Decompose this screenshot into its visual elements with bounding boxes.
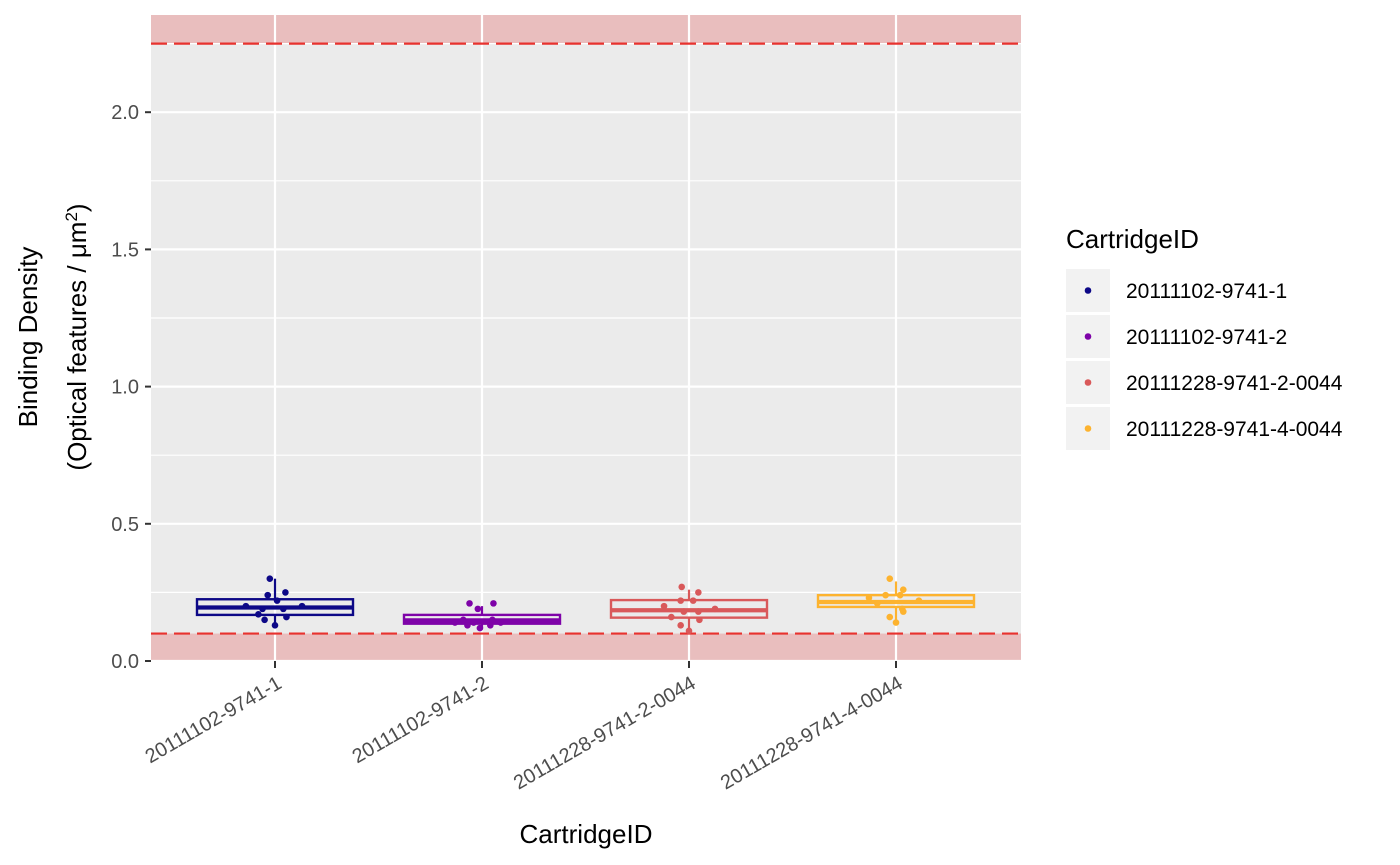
x-tick-label: 20111102-9741-1 <box>142 672 286 768</box>
x-axis: 20111102-9741-1 20111102-9741-2 20111228-9… <box>142 661 907 794</box>
plot-panel <box>151 15 1021 663</box>
data-point <box>476 624 484 632</box>
data-point <box>882 591 889 599</box>
x-tick-label: 20111228-9741-4-0044 <box>717 672 906 794</box>
legend-label: 20111228-9741-2-0044 <box>1126 372 1343 395</box>
data-point <box>873 600 881 607</box>
box-group <box>402 600 562 632</box>
data-point <box>255 611 262 618</box>
panel-background <box>151 15 1021 661</box>
y-axis-title-suffix: ) <box>62 203 92 212</box>
data-point <box>280 605 287 613</box>
y-tick-label: 1.0 <box>111 377 139 399</box>
data-point <box>497 619 505 626</box>
y-tick-label: 2.0 <box>111 102 139 124</box>
legend-label: 20111102-9741-1 <box>1126 280 1287 303</box>
box-group <box>816 575 976 626</box>
data-point <box>680 608 688 615</box>
data-point <box>685 627 693 635</box>
data-point <box>677 622 684 629</box>
box-group <box>609 583 769 635</box>
legend-swatch <box>1084 379 1092 386</box>
data-point <box>259 605 266 613</box>
legend-swatch <box>1084 333 1092 340</box>
data-point <box>660 602 668 610</box>
data-point <box>271 622 279 629</box>
y-axis-title-units: (Optical features / μm2) <box>62 203 92 470</box>
data-point <box>264 591 272 599</box>
legend-swatch <box>1084 287 1092 294</box>
data-point <box>865 594 873 602</box>
data-point <box>668 613 675 621</box>
data-point <box>677 597 684 604</box>
box-group <box>195 575 355 629</box>
data-point <box>695 589 702 596</box>
data-point <box>678 583 686 591</box>
data-point <box>489 616 496 624</box>
data-point <box>466 600 473 607</box>
y-tick-label: 0.5 <box>111 514 139 536</box>
data-point <box>695 608 702 615</box>
y-tick-label: 0.0 <box>111 651 139 673</box>
data-point <box>689 597 697 604</box>
legend-swatch <box>1084 425 1092 432</box>
data-point <box>451 619 459 626</box>
upper-threshold-band <box>151 15 1021 44</box>
legend: CartridgeID 20111102-9741-1 20111102-9741… <box>1066 224 1343 450</box>
y-tick-label: 1.5 <box>111 239 139 261</box>
data-point <box>266 575 274 582</box>
data-point <box>899 608 907 615</box>
data-point <box>886 613 894 621</box>
legend-label: 20111228-9741-4-0044 <box>1126 418 1343 441</box>
data-point <box>261 616 268 624</box>
y-axis: 0.0 0.5 1.0 1.5 2.0 <box>111 102 151 673</box>
y-axis-title: Binding Density <box>13 247 43 428</box>
data-point <box>298 602 306 610</box>
data-point <box>474 605 482 613</box>
data-point <box>283 613 290 621</box>
data-point <box>711 605 719 613</box>
data-point <box>242 602 250 610</box>
y-axis-title-line1: Binding Density <box>13 247 43 428</box>
data-point <box>886 575 894 582</box>
x-axis-title: CartridgeID <box>520 819 653 849</box>
y-axis-title-prefix: (Optical features / μm <box>62 222 92 471</box>
data-point <box>487 622 494 629</box>
legend-label: 20111102-9741-2 <box>1126 326 1287 349</box>
data-point <box>459 616 467 624</box>
y-axis-title-superscript: 2 <box>62 212 81 221</box>
data-point <box>899 586 907 593</box>
data-point <box>490 600 497 607</box>
data-point <box>896 591 904 599</box>
data-point <box>696 616 703 624</box>
data-point <box>892 619 900 626</box>
data-point <box>915 597 923 604</box>
legend-title: CartridgeID <box>1066 224 1199 254</box>
y-axis-title-line2: (Optical features / μm2) <box>62 203 92 470</box>
x-tick-label: 20111102-9741-2 <box>349 672 493 768</box>
x-tick-label: 20111228-9741-2-0044 <box>510 672 699 794</box>
data-point <box>470 619 477 626</box>
data-point <box>282 589 289 596</box>
lower-threshold-band <box>151 633 1021 661</box>
data-point <box>464 622 471 629</box>
data-point <box>273 597 281 604</box>
